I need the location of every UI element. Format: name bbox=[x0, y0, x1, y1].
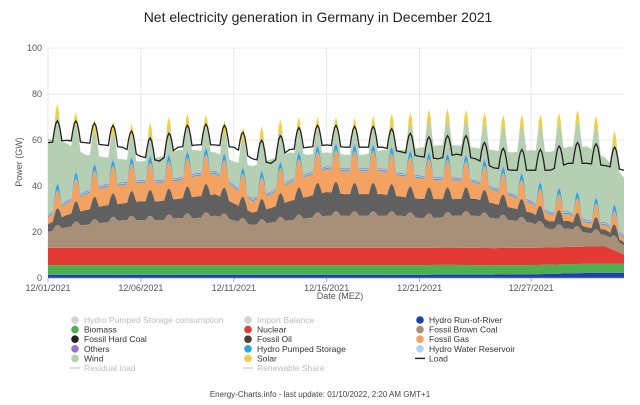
x-tick-label: 12/06/2021 bbox=[118, 283, 163, 293]
legend-item[interactable]: Fossil Oil bbox=[244, 334, 292, 344]
legend-label: Hydro Water Reservoir bbox=[429, 344, 515, 354]
legend-dot-swatch bbox=[244, 335, 252, 344]
legend-dot-swatch bbox=[71, 354, 79, 363]
footer-update-text: Energy-Charts.info - last update: 01/10/… bbox=[210, 390, 431, 399]
legend-item[interactable]: Biomass bbox=[71, 325, 117, 335]
legend-dot-swatch bbox=[416, 316, 424, 324]
legend-item[interactable]: Load bbox=[415, 353, 448, 363]
legend-label: Fossil Hard Coal bbox=[84, 334, 147, 344]
load-line-layer bbox=[47, 119, 625, 171]
legend-dot-swatch bbox=[71, 316, 79, 324]
legend-label: Hydro Pumped Storage consumption bbox=[84, 315, 224, 325]
y-tick-label: 40 bbox=[32, 181, 42, 191]
area-solar bbox=[48, 104, 624, 178]
legend-label: Fossil Oil bbox=[257, 334, 292, 344]
legend: Hydro Pumped Storage consumption Import B… bbox=[70, 315, 515, 373]
area-fossil-brown-coal bbox=[48, 211, 624, 255]
legend-dot-swatch bbox=[416, 335, 424, 344]
x-axis-label: Date (MEZ) bbox=[317, 291, 364, 301]
legend-label: Residual load bbox=[84, 363, 136, 373]
legend-dot-swatch bbox=[416, 325, 424, 334]
area-biomass bbox=[48, 263, 624, 275]
legend-item[interactable]: Wind bbox=[71, 353, 104, 363]
legend-label: Fossil Gas bbox=[429, 334, 469, 344]
legend-label: Renewable Share bbox=[257, 363, 325, 373]
area-nuclear bbox=[48, 246, 624, 266]
area-fossil-gas bbox=[48, 149, 624, 243]
legend-label: Wind bbox=[84, 353, 104, 363]
legend-item[interactable]: Fossil Gas bbox=[416, 334, 469, 344]
legend-item[interactable]: Hydro Pumped Storage bbox=[244, 344, 346, 354]
y-axis-label: Power (GW) bbox=[14, 137, 24, 187]
legend-label: Hydro Pumped Storage bbox=[257, 344, 346, 354]
legend-dot-swatch bbox=[416, 345, 424, 353]
x-tick-label: 12/11/2021 bbox=[212, 283, 256, 293]
legend-item[interactable]: Nuclear bbox=[244, 325, 286, 335]
legend-label: Nuclear bbox=[257, 325, 286, 335]
axes: 0 20 40 60 80 100 12/01/2021 12/06/2021 12/11/20… bbox=[25, 43, 624, 293]
legend-item[interactable]: Solar bbox=[244, 353, 277, 363]
legend-dot-swatch bbox=[244, 345, 252, 353]
legend-label: Biomass bbox=[84, 325, 117, 335]
area-hydro-run-of-river bbox=[48, 272, 624, 278]
legend-item[interactable]: Residual load bbox=[70, 363, 136, 373]
legend-dot-swatch bbox=[71, 345, 79, 353]
legend-label: Solar bbox=[257, 353, 277, 363]
legend-item[interactable]: Import Balance bbox=[244, 315, 314, 325]
chart-title: Net electricity generation in Germany in… bbox=[144, 9, 493, 25]
legend-dot-swatch bbox=[71, 335, 79, 344]
y-tick-label: 20 bbox=[32, 227, 42, 237]
area-fossil-hard-coal bbox=[48, 182, 624, 246]
series-line-load bbox=[47, 119, 625, 171]
legend-label: Hydro Run-of-River bbox=[429, 315, 502, 325]
legend-item[interactable]: Renewable Share bbox=[243, 363, 325, 373]
x-tick-label: 12/16/2021 bbox=[304, 283, 349, 293]
legend-item[interactable]: Hydro Pumped Storage consumption bbox=[71, 315, 224, 325]
legend-label: Import Balance bbox=[257, 315, 314, 325]
x-tick-label: 12/21/2021 bbox=[397, 283, 442, 293]
legend-label: Fossil Brown Coal bbox=[429, 325, 498, 335]
legend-label: Others bbox=[84, 344, 110, 354]
y-tick-label: 80 bbox=[32, 89, 42, 99]
legend-label: Load bbox=[429, 353, 448, 363]
legend-item[interactable]: Hydro Run-of-River bbox=[416, 315, 502, 325]
x-tick-label: 12/01/2021 bbox=[25, 283, 70, 293]
plot-area bbox=[48, 104, 624, 278]
legend-dot-swatch bbox=[244, 316, 252, 324]
legend-dot-swatch bbox=[244, 325, 252, 334]
legend-item[interactable]: Fossil Hard Coal bbox=[71, 334, 147, 344]
y-tick-label: 100 bbox=[27, 43, 42, 53]
area-wind bbox=[48, 115, 624, 235]
legend-item[interactable]: Fossil Brown Coal bbox=[416, 325, 498, 335]
y-tick-label: 60 bbox=[32, 135, 42, 145]
legend-item[interactable]: Hydro Water Reservoir bbox=[416, 344, 515, 354]
x-tick-label: 12/27/2021 bbox=[509, 283, 554, 293]
y-tick-label: 0 bbox=[37, 273, 42, 283]
legend-dot-swatch bbox=[244, 354, 252, 363]
legend-item[interactable]: Others bbox=[71, 344, 110, 354]
legend-dot-swatch bbox=[71, 325, 79, 334]
